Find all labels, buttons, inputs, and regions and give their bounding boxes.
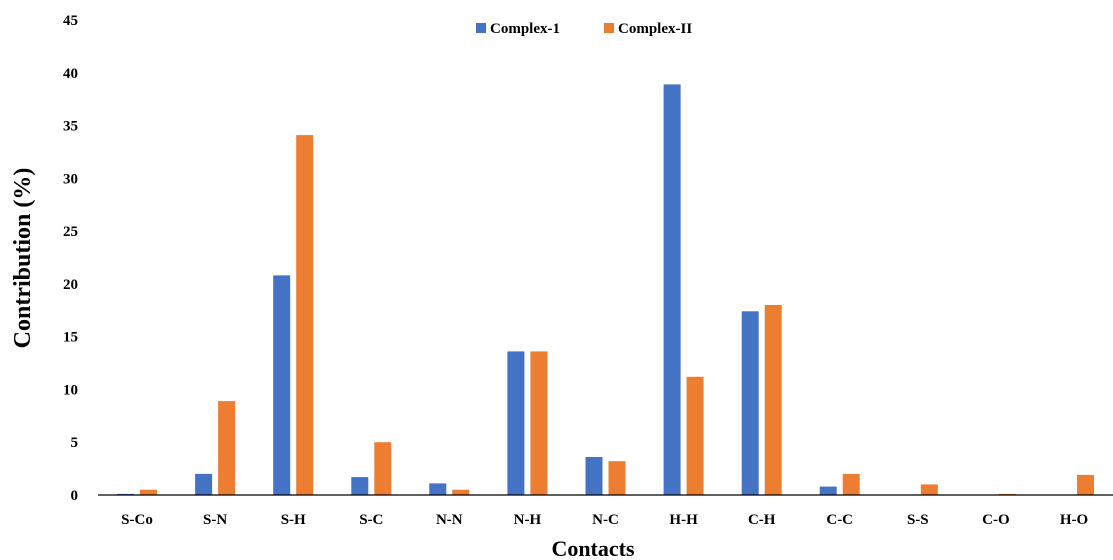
x-axis-ticks: S-Co S-N S-H S-C N-N N-H N-C H-H C-H C-C S-S C-O H-O — [121, 512, 1088, 528]
bar-complex-ii-s-n — [218, 401, 236, 495]
y-tick-label: 15 — [63, 330, 78, 346]
x-tick-label: C-C — [826, 512, 853, 528]
x-tick-label: N-H — [514, 512, 542, 528]
bar-complex-ii-c-c — [842, 473, 860, 495]
bar-complex-ii-c-h — [764, 305, 782, 495]
x-tick-label: H-H — [669, 512, 698, 528]
y-tick-label: 25 — [63, 224, 78, 240]
legend-swatch-complex-1 — [476, 23, 486, 33]
bar-complex-1-c-h — [741, 311, 759, 495]
y-tick-label: 5 — [71, 435, 79, 451]
y-tick-label: 20 — [63, 277, 78, 293]
x-tick-label: S-H — [281, 512, 306, 528]
bar-complex-ii-s-s — [920, 484, 938, 495]
y-tick-label: 0 — [71, 488, 79, 504]
bar-complex-1-s-h — [273, 275, 291, 495]
bars — [117, 84, 1094, 496]
y-tick-label: 40 — [63, 66, 78, 82]
bar-complex-ii-h-o — [1077, 474, 1094, 495]
bar-complex-ii-n-c — [608, 461, 626, 495]
y-tick-label: 35 — [63, 119, 78, 135]
bar-complex-ii-s-co — [140, 489, 157, 495]
legend-label-complex-1: Complex-1 — [490, 21, 560, 37]
y-tick-label: 30 — [63, 171, 78, 187]
x-axis-title: Contacts — [551, 536, 635, 560]
bar-complex-1-n-n — [429, 483, 447, 495]
bar-complex-1-n-h — [507, 351, 525, 495]
bar-complex-ii-s-c — [374, 442, 392, 495]
bar-complex-1-n-c — [585, 457, 603, 495]
bar-complex-ii-s-h — [296, 135, 314, 495]
y-tick-label: 45 — [63, 13, 78, 29]
y-axis-ticks: 0 5 10 15 20 25 30 35 40 45 — [63, 13, 78, 504]
bar-complex-1-s-c — [351, 477, 369, 495]
bar-complex-1-c-c — [819, 486, 837, 495]
x-tick-label: S-S — [907, 512, 929, 528]
x-tick-label: S-N — [203, 512, 227, 528]
x-tick-label: C-O — [982, 512, 1010, 528]
bar-complex-1-h-h — [663, 84, 681, 496]
legend-label-complex-ii: Complex-II — [618, 21, 692, 37]
y-tick-label: 10 — [63, 382, 78, 398]
legend: Complex-1 Complex-II — [476, 21, 692, 37]
legend-swatch-complex-ii — [604, 23, 614, 33]
y-axis-title: Contribution (%) — [10, 168, 36, 349]
bar-complex-ii-n-h — [530, 351, 548, 495]
bar-complex-ii-h-h — [686, 376, 704, 495]
x-tick-label: C-H — [748, 512, 776, 528]
x-tick-label: N-C — [592, 512, 619, 528]
bar-complex-1-s-n — [195, 473, 213, 495]
x-tick-label: H-O — [1060, 512, 1088, 528]
x-tick-label: S-C — [359, 512, 383, 528]
x-tick-label: S-Co — [121, 512, 153, 528]
x-tick-label: N-N — [436, 512, 463, 528]
bar-complex-ii-n-n — [452, 489, 470, 495]
